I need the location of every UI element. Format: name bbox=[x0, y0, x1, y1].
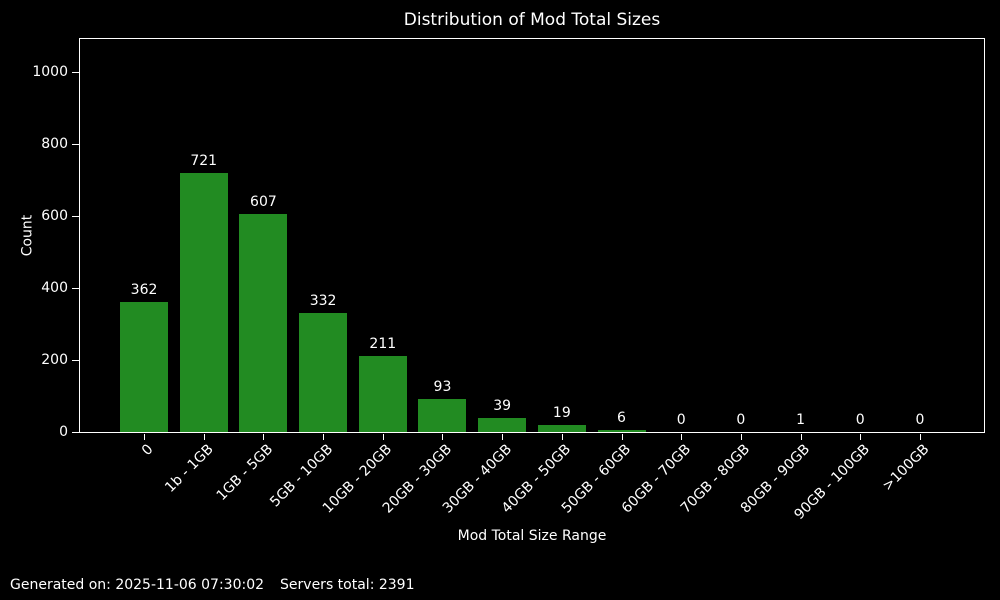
x-tick-mark bbox=[441, 434, 443, 440]
y-tick-label: 1000 bbox=[32, 64, 68, 81]
bar bbox=[120, 302, 168, 432]
bar bbox=[538, 425, 586, 432]
x-tick-mark bbox=[800, 434, 802, 440]
x-tick-mark bbox=[561, 434, 563, 440]
y-tick-mark bbox=[72, 287, 79, 289]
y-tick-mark bbox=[72, 215, 79, 217]
x-tick-mark bbox=[143, 434, 145, 440]
bar bbox=[299, 313, 347, 432]
bar-value-label: 19 bbox=[552, 405, 571, 421]
x-tick-label: 1GB - 5GB bbox=[213, 441, 277, 505]
y-tick-mark bbox=[72, 144, 79, 146]
bar bbox=[239, 214, 287, 432]
generated-timestamp: Generated on: 2025-11-06 07:30:02 bbox=[10, 577, 265, 593]
y-tick-mark bbox=[72, 431, 79, 433]
x-tick-label: 1b - 1GB bbox=[161, 441, 217, 496]
x-tick-label: >100GB bbox=[879, 441, 933, 495]
bar-value-label: 0 bbox=[915, 412, 925, 428]
x-tick-mark bbox=[382, 434, 384, 440]
bar-value-label: 0 bbox=[855, 412, 865, 428]
y-tick-mark bbox=[72, 72, 79, 74]
y-tick-label: 200 bbox=[41, 351, 68, 368]
bar-value-label: 211 bbox=[369, 336, 397, 352]
footer: Generated on: 2025-11-06 07:30:02 Server… bbox=[10, 577, 415, 594]
bar-value-label: 362 bbox=[130, 282, 158, 298]
bar bbox=[418, 399, 466, 432]
y-tick-mark bbox=[72, 359, 79, 361]
x-tick-mark bbox=[859, 434, 861, 440]
chart-title: Distribution of Mod Total Sizes bbox=[403, 10, 661, 30]
x-tick-mark bbox=[740, 434, 742, 440]
bar-value-label: 39 bbox=[493, 398, 512, 414]
x-tick-mark bbox=[203, 434, 205, 440]
y-tick-label: 800 bbox=[41, 136, 68, 153]
servers-total: Servers total: 2391 bbox=[280, 577, 415, 593]
bar-value-label: 93 bbox=[433, 379, 452, 395]
x-axis-label: Mod Total Size Range bbox=[457, 528, 607, 544]
bar-value-label: 0 bbox=[676, 412, 686, 428]
bar-value-label: 332 bbox=[309, 293, 337, 309]
bar bbox=[359, 356, 407, 432]
x-tick-mark bbox=[501, 434, 503, 440]
x-tick-mark bbox=[322, 434, 324, 440]
x-tick-label: 0 bbox=[139, 441, 157, 459]
bar-value-label: 6 bbox=[617, 410, 626, 426]
x-tick-mark bbox=[262, 434, 264, 440]
x-tick-mark bbox=[919, 434, 921, 440]
bar bbox=[180, 173, 228, 432]
y-tick-label: 400 bbox=[41, 279, 68, 296]
bar-value-label: 607 bbox=[250, 194, 277, 210]
bar bbox=[478, 418, 526, 432]
bar-value-label: 721 bbox=[190, 153, 218, 169]
plot-area bbox=[79, 38, 985, 433]
y-tick-label: 0 bbox=[59, 423, 68, 440]
bar-value-label: 1 bbox=[796, 412, 806, 428]
y-tick-label: 600 bbox=[41, 207, 68, 224]
bar-value-label: 0 bbox=[736, 412, 746, 428]
bar bbox=[598, 430, 646, 432]
x-tick-mark bbox=[621, 434, 623, 440]
x-tick-mark bbox=[680, 434, 682, 440]
